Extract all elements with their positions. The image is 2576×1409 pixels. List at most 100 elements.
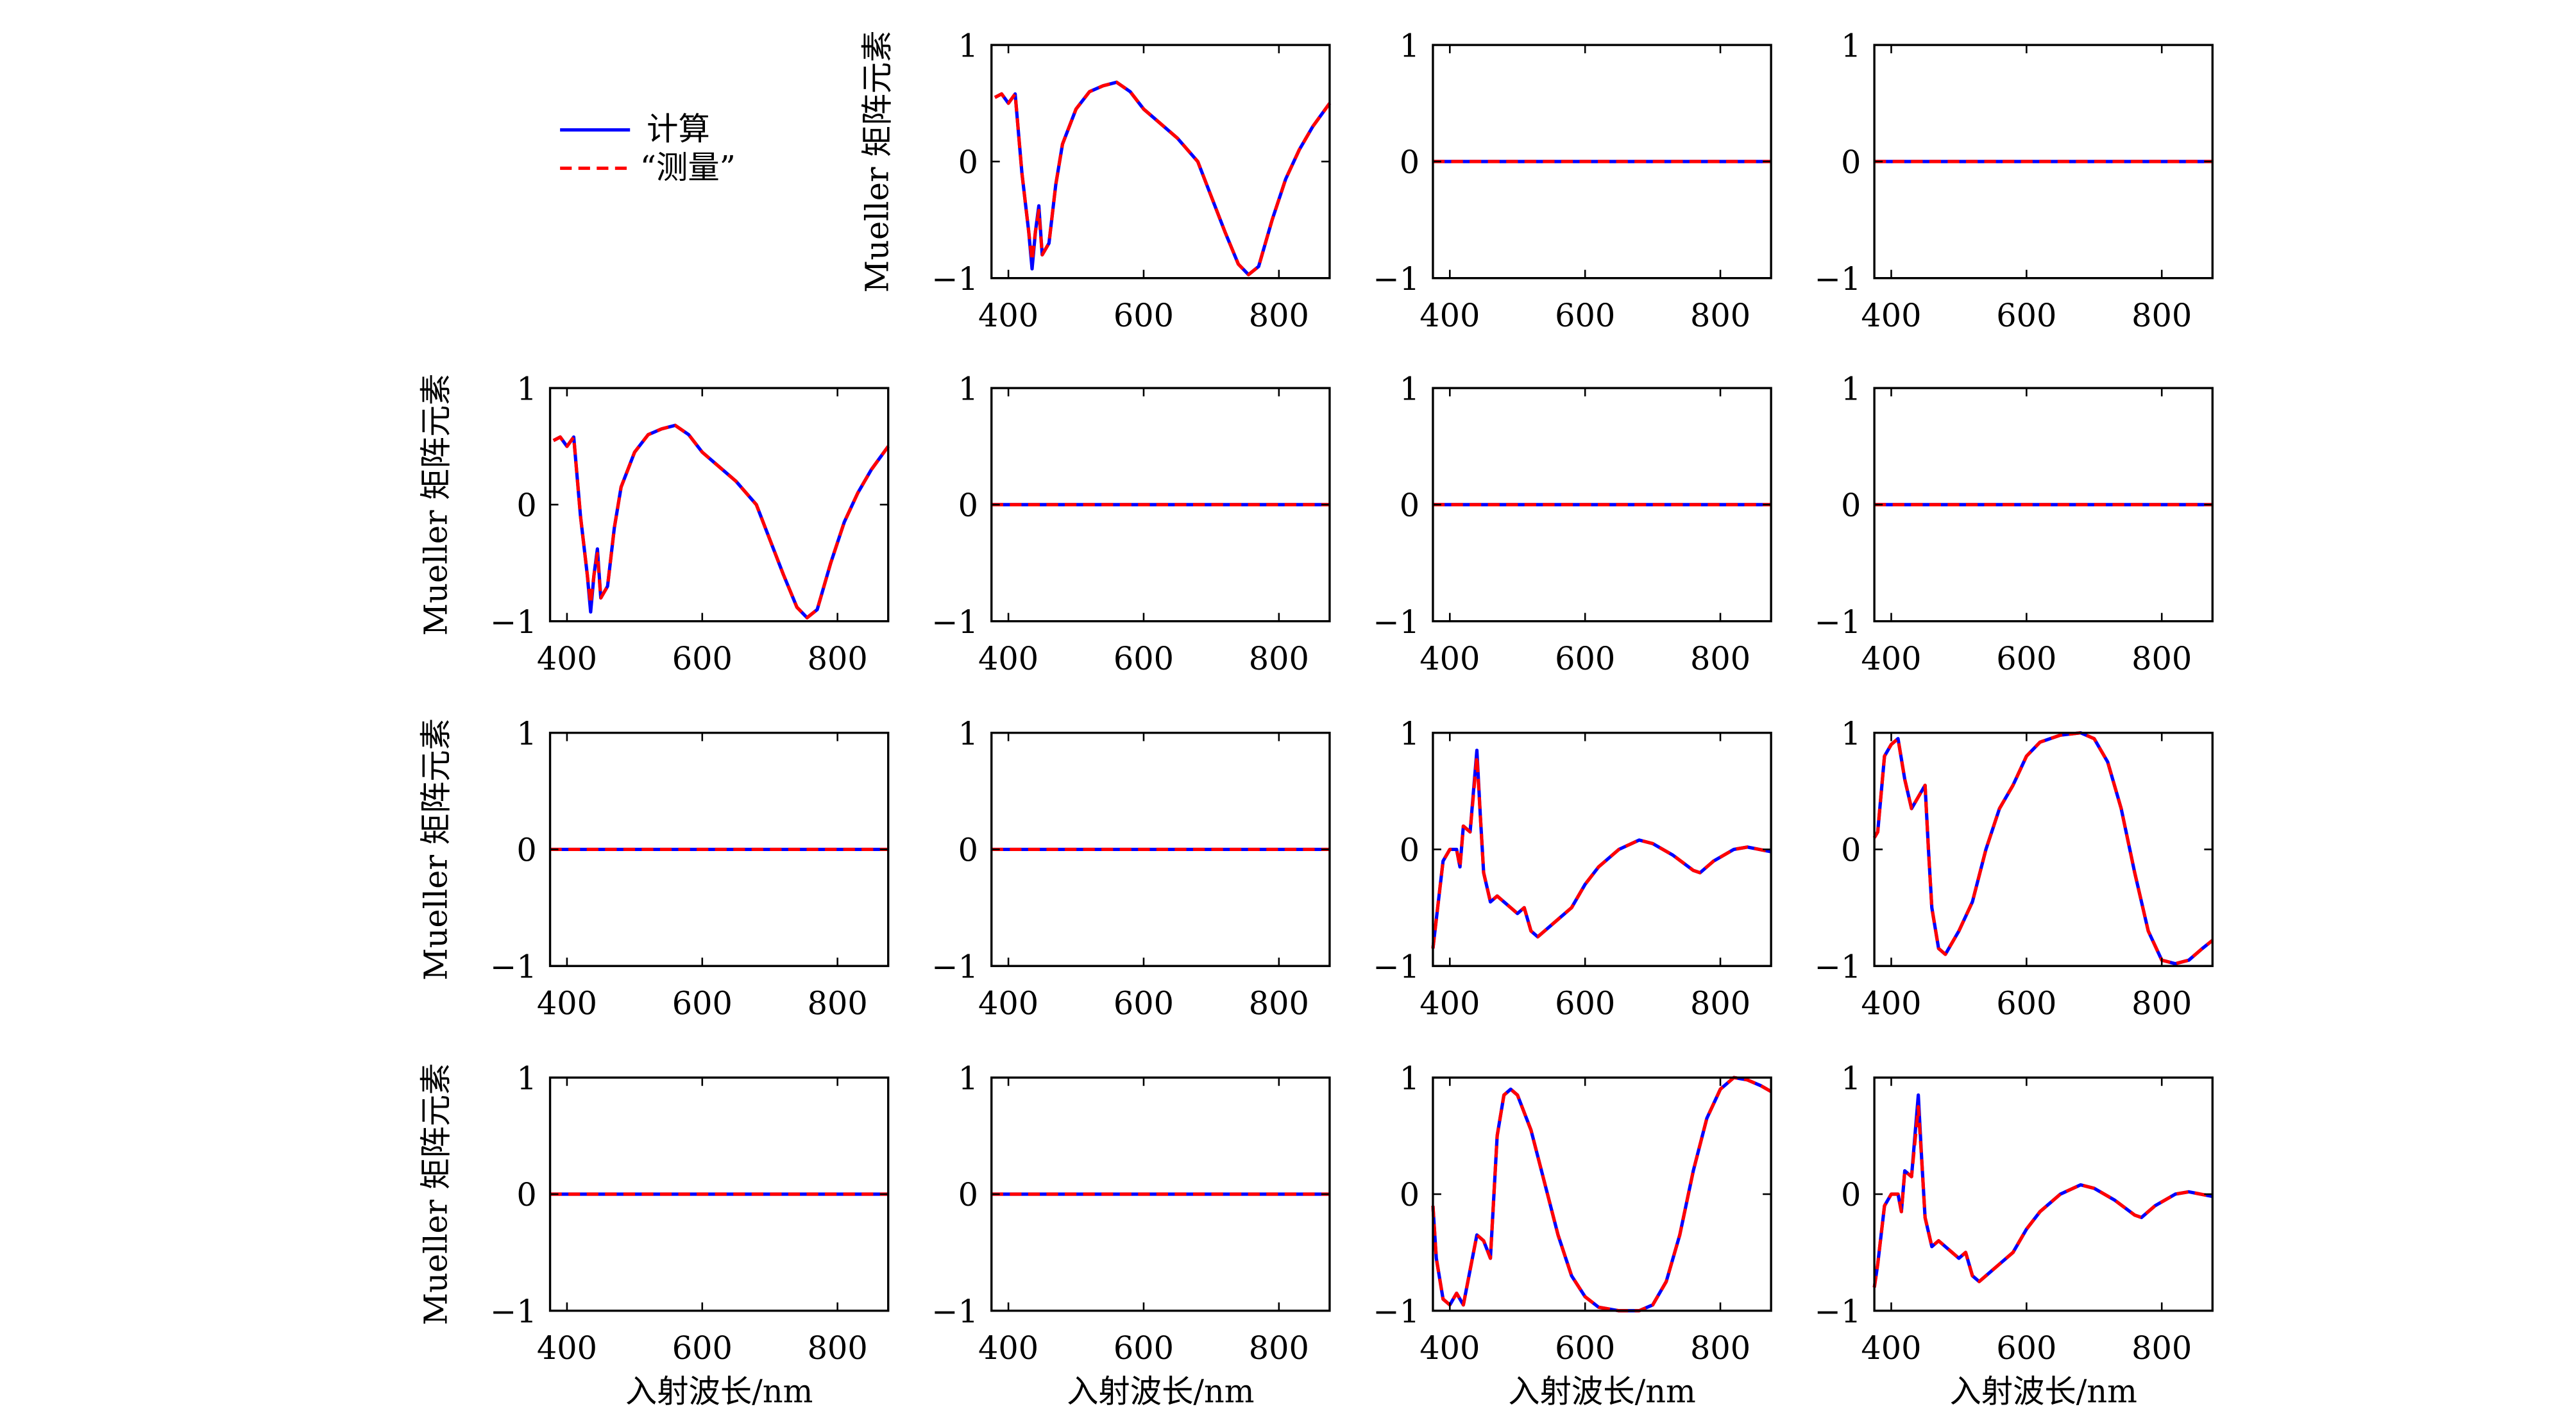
data-line: [1872, 731, 2214, 966]
x-tick-label: 600: [672, 640, 733, 677]
y-tick-label: −1: [931, 948, 978, 985]
x-tick-label: 600: [1996, 985, 2056, 1022]
subplot: 400 600 800 −1 0 1 Mueller 矩阵元素: [859, 27, 1332, 334]
x-tick-label: 400: [1419, 1329, 1480, 1367]
x-tick-label: 800: [2131, 297, 2192, 334]
x-tick-label: 600: [672, 1329, 733, 1367]
y-tick-label: 1: [958, 715, 978, 752]
y-tick-label: −1: [1815, 260, 1861, 298]
x-tick-label: 400: [978, 297, 1038, 334]
x-tick-label: 800: [1249, 985, 1309, 1022]
x-tick-label: 600: [1555, 297, 1615, 334]
x-tick-label: 600: [1114, 985, 1174, 1022]
y-axis-label: Mueller 矩阵元素: [418, 1063, 455, 1326]
x-tick-label: 800: [808, 640, 868, 677]
data-line: [1872, 731, 2214, 966]
y-tick-label: 1: [958, 1059, 978, 1097]
subplot: 400 600 800 −1 0 1 入射波长/nm: [1815, 1059, 2214, 1409]
plot-frame: [1432, 1076, 1772, 1312]
x-tick-label: 800: [808, 1329, 868, 1367]
y-tick-label: 1: [1400, 27, 1419, 64]
subplot: 400 600 800 −1 0 1: [1815, 370, 2214, 677]
subplot: 400 600 800 −1 0 1: [1815, 715, 2214, 1022]
x-axis-label: 入射波长/nm: [1067, 1373, 1254, 1409]
y-tick-label: 0: [1841, 1176, 1861, 1213]
x-tick-label: 600: [1996, 297, 2056, 334]
x-tick-label: 600: [1114, 1329, 1174, 1367]
y-axis-label: Mueller 矩阵元素: [418, 373, 455, 636]
y-tick-label: 0: [1841, 487, 1861, 524]
y-tick-label: −1: [1815, 1293, 1861, 1330]
subplot: 400 600 800 −1 0 1 Mueller 矩阵元素: [418, 715, 890, 1022]
y-tick-label: 0: [958, 144, 978, 181]
x-tick-label: 800: [1249, 640, 1309, 677]
data-line: [1431, 748, 1772, 949]
x-tick-label: 800: [1690, 1329, 1750, 1367]
y-tick-label: 1: [1841, 715, 1861, 752]
y-axis-label: Mueller 矩阵元素: [418, 718, 455, 981]
y-tick-label: −1: [931, 1293, 978, 1330]
y-tick-label: 1: [1841, 1059, 1861, 1097]
data-line: [994, 80, 1332, 276]
x-axis-label: 入射波长/nm: [1508, 1373, 1695, 1409]
y-tick-label: −1: [931, 603, 978, 641]
y-tick-label: −1: [490, 1293, 537, 1330]
data-line: [1431, 754, 1772, 949]
x-tick-label: 400: [978, 985, 1038, 1022]
y-tick-label: −1: [490, 603, 537, 641]
y-tick-label: −1: [931, 260, 978, 298]
x-tick-label: 400: [1419, 985, 1480, 1022]
x-tick-label: 400: [1861, 297, 1921, 334]
x-tick-label: 400: [1419, 297, 1480, 334]
y-tick-label: 1: [516, 715, 536, 752]
y-tick-label: 0: [1841, 832, 1861, 869]
subplot: 400 600 800 −1 0 1 Mueller 矩阵元素: [418, 370, 890, 677]
x-tick-label: 400: [1419, 640, 1480, 677]
x-tick-label: 600: [1996, 640, 2056, 677]
x-tick-label: 800: [1249, 297, 1309, 334]
y-tick-label: −1: [1373, 948, 1419, 985]
x-tick-label: 400: [1861, 640, 1921, 677]
x-tick-label: 600: [1555, 1329, 1615, 1367]
legend-label: 计算: [647, 110, 710, 148]
subplot: 400 600 800 −1 0 1: [931, 715, 1331, 1022]
x-tick-label: 600: [1996, 1329, 2056, 1367]
x-tick-label: 400: [537, 985, 597, 1022]
y-tick-label: 0: [1400, 487, 1419, 524]
x-tick-label: 800: [1690, 985, 1750, 1022]
subplot: 400 600 800 −1 0 1 入射波长/nm: [931, 1059, 1331, 1409]
y-tick-label: 1: [958, 370, 978, 407]
y-tick-label: 0: [958, 1176, 978, 1213]
y-tick-label: 1: [516, 370, 536, 407]
y-tick-label: 0: [1400, 832, 1419, 869]
x-tick-label: 800: [1249, 1329, 1309, 1367]
y-tick-label: −1: [1373, 1293, 1419, 1330]
y-tick-label: 0: [1400, 144, 1419, 181]
y-tick-label: 0: [516, 487, 536, 524]
x-tick-label: 600: [1114, 297, 1174, 334]
y-tick-label: 1: [516, 1059, 536, 1097]
subplot: 400 600 800 −1 0 1: [1373, 370, 1772, 677]
data-line: [1431, 1076, 1772, 1313]
y-axis-label: Mueller 矩阵元素: [859, 31, 896, 293]
x-tick-label: 400: [978, 640, 1038, 677]
y-tick-label: 1: [1841, 370, 1861, 407]
y-tick-label: −1: [1373, 603, 1419, 641]
y-tick-label: 1: [1400, 370, 1419, 407]
data-line: [994, 80, 1332, 276]
y-tick-label: 1: [1400, 715, 1419, 752]
data-line: [1872, 1105, 2213, 1288]
y-tick-label: 1: [958, 27, 978, 64]
y-tick-label: 0: [1400, 1176, 1419, 1213]
y-tick-label: 0: [958, 832, 978, 869]
x-tick-label: 600: [1114, 640, 1174, 677]
y-tick-label: −1: [490, 948, 537, 985]
y-tick-label: 0: [1841, 144, 1861, 181]
x-tick-label: 600: [672, 985, 733, 1022]
y-tick-label: 0: [516, 832, 536, 869]
y-tick-label: 1: [1400, 1059, 1419, 1097]
x-axis-label: 入射波长/nm: [1949, 1373, 2137, 1409]
x-tick-label: 800: [1690, 297, 1750, 334]
